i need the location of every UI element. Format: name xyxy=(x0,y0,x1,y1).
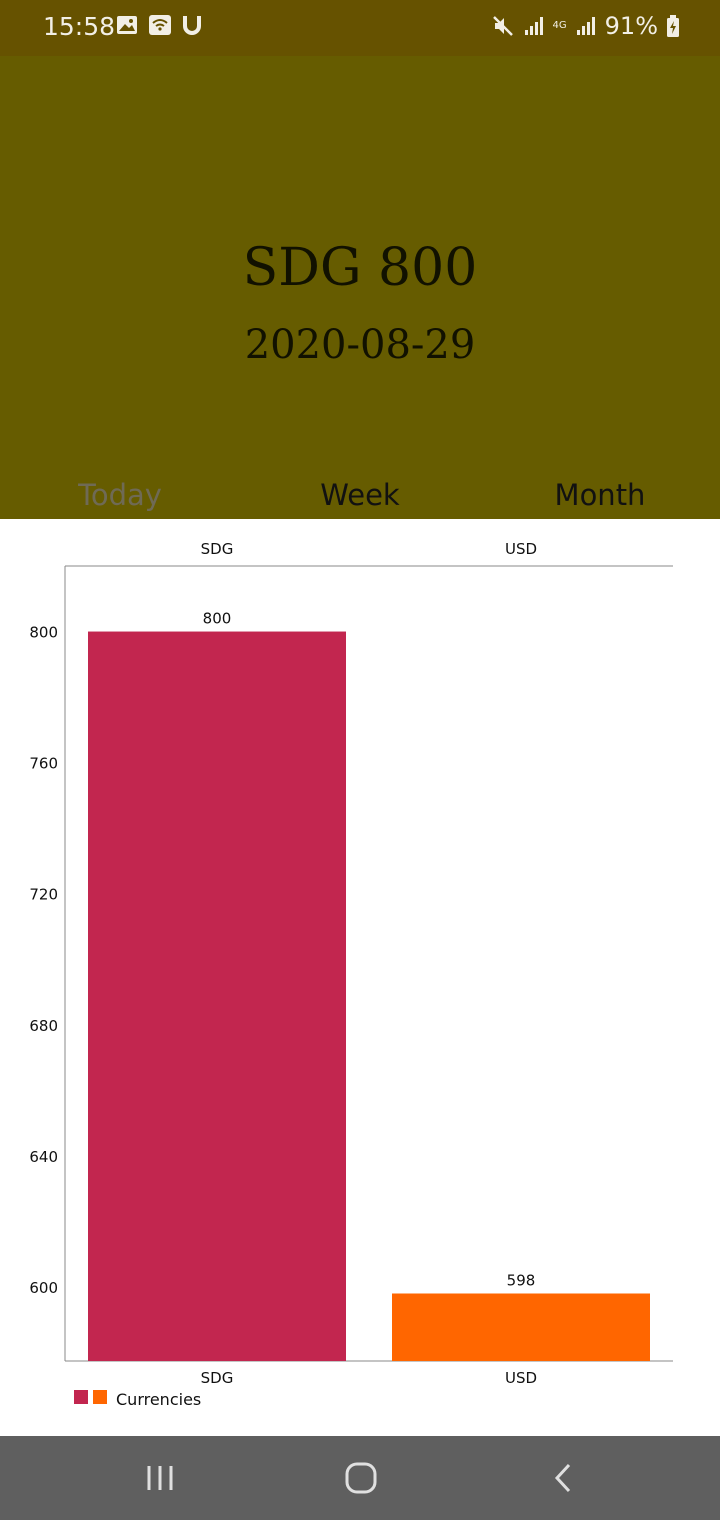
signal-icon-2 xyxy=(576,17,595,35)
battery-percent: 91% xyxy=(604,12,658,40)
x-tick-label: USD xyxy=(505,1369,537,1387)
legend-swatch xyxy=(93,1390,107,1404)
y-tick-label: 760 xyxy=(29,755,58,773)
y-tick-label: 640 xyxy=(29,1148,58,1166)
legend-label: Currencies xyxy=(116,1390,201,1409)
system-icons: 4G 91% xyxy=(491,12,680,40)
balance-header: SDG 800 2020-08-29 Today Week Month xyxy=(0,56,720,519)
recent-apps-icon[interactable] xyxy=(138,1456,182,1500)
data-label: 800 xyxy=(203,610,232,628)
bar xyxy=(88,631,346,1361)
tab-week[interactable]: Week xyxy=(320,478,400,512)
y-tick-label: 800 xyxy=(29,624,58,642)
bar-chart-svg: 600 640 680 720 760 800 800 SDG SDG 598 USD USD Curr… xyxy=(29,540,673,1409)
mute-icon xyxy=(492,16,513,36)
status-time: 15:58 xyxy=(43,12,116,41)
magnet-icon xyxy=(183,16,201,35)
wifi-hotspot-icon xyxy=(149,15,171,35)
period-tabs: Today Week Month xyxy=(0,478,720,519)
x-tick-label-top: SDG xyxy=(201,540,234,558)
back-icon[interactable] xyxy=(541,1456,585,1500)
balance-date: 2020-08-29 xyxy=(244,322,476,368)
tab-today[interactable]: Today xyxy=(78,478,162,512)
balance-amount: SDG 800 xyxy=(242,238,478,298)
data-label: 598 xyxy=(507,1271,536,1289)
x-tick-label: SDG xyxy=(201,1369,234,1387)
legend-swatch xyxy=(74,1390,88,1404)
navigation-bar xyxy=(0,1436,720,1520)
y-tick-label: 720 xyxy=(29,886,58,904)
gallery-icon xyxy=(117,16,137,34)
y-tick-label: 680 xyxy=(29,1017,58,1035)
x-tick-label-top: USD xyxy=(505,540,537,558)
status-bar: 15:58 4G xyxy=(0,0,720,56)
signal-icon xyxy=(524,17,543,35)
home-icon[interactable] xyxy=(339,1456,383,1500)
tab-month[interactable]: Month xyxy=(554,478,646,512)
bar xyxy=(392,1293,650,1361)
network-type-label: 4G xyxy=(552,20,567,31)
currency-chart: 600 640 680 720 760 800 800 SDG SDG 598 USD USD Curr… xyxy=(0,519,720,1436)
y-tick-label: 600 xyxy=(29,1279,58,1297)
battery-charging-icon xyxy=(667,15,679,37)
notification-icons xyxy=(116,14,202,36)
